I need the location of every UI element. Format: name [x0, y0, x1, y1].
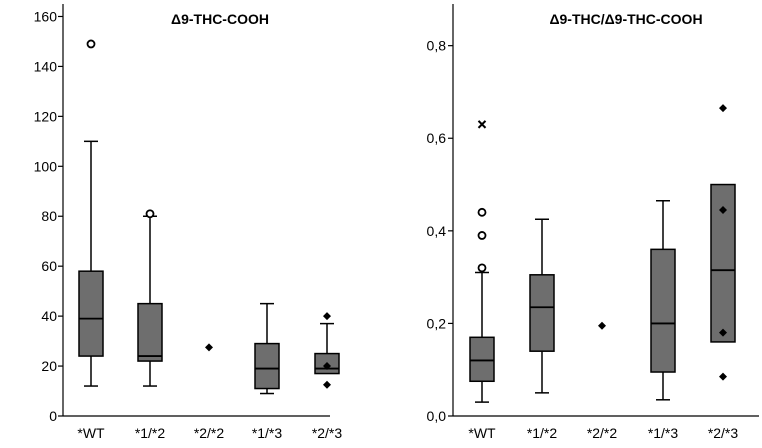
outlier-circle [86, 39, 96, 49]
x-tick-label: *2/*2 [587, 425, 618, 441]
box-12 [137, 215, 163, 387]
data-point-diamond [719, 372, 727, 381]
y-tick-label: 60 [41, 258, 57, 274]
x-tick-label: *2/*2 [194, 425, 225, 441]
x-tick-label: *1/*3 [252, 425, 283, 441]
data-point-diamond [719, 328, 727, 337]
y-tick-label: 80 [41, 208, 57, 224]
y-tick-label: 0 [49, 408, 57, 424]
y-tick-label: 40 [41, 308, 57, 324]
y-tick-label: 0,2 [427, 315, 447, 331]
data-point-diamond [205, 343, 213, 352]
box-iqr [78, 270, 104, 357]
data-point-diamond [598, 321, 606, 330]
chart-panel-2: 0,0 0,2 0,4 0,6 0,8 *WT *1/*2 *2/*2 *1/*3 *2/*3 Δ9… [427, 4, 759, 441]
x-tick-label: *1/*3 [648, 425, 679, 441]
outlier-circle [477, 231, 487, 240]
outlier-circle [477, 207, 487, 217]
box-iqr [254, 342, 280, 390]
y-tick-label: 0,8 [427, 38, 447, 54]
x-tick-label: *2/*3 [312, 425, 343, 441]
data-point-diamond [719, 206, 727, 214]
box-WT [469, 271, 495, 403]
y-tick-label: 100 [34, 158, 58, 174]
x-tick-label: *1/*2 [135, 425, 166, 441]
box-13 [650, 199, 676, 401]
outlier-extreme-x [477, 120, 487, 129]
box-WT [78, 140, 104, 387]
data-point-diamond [323, 380, 331, 389]
y-tick-label: 160 [34, 8, 58, 24]
box-iqr [529, 274, 555, 352]
x-tick-label: *WT [468, 425, 496, 441]
y-tick-label: 140 [34, 58, 58, 74]
data-point-diamond [323, 362, 331, 371]
y-tick-label: 0,0 [427, 408, 447, 424]
y-tick-label: 0,6 [427, 130, 447, 146]
chart-title: Δ9-THC-COOH [171, 11, 269, 27]
x-tick-label: *WT [77, 425, 105, 441]
box-iqr [137, 302, 163, 362]
x-tick-label: *1/*2 [527, 425, 558, 441]
chart-title: Δ9-THC/Δ9-THC-COOH [549, 11, 702, 27]
y-tick-label: 0,4 [427, 223, 447, 239]
box-13 [254, 302, 280, 395]
data-point-diamond [323, 312, 331, 321]
x-tick-label: *2/*3 [708, 425, 739, 441]
outlier-circle [145, 209, 155, 219]
outlier-circle [477, 263, 487, 273]
chart-panel-1: 0 20 40 60 80 100 120 140 160 *WT *1/*2 *2/*2 *1/*3 *… [34, 4, 343, 441]
y-tick-label: 20 [41, 358, 57, 374]
data-point-diamond [719, 104, 727, 113]
box-iqr [650, 248, 676, 373]
y-tick-label: 120 [34, 108, 58, 124]
box-iqr [469, 336, 495, 383]
box-12 [529, 218, 555, 394]
